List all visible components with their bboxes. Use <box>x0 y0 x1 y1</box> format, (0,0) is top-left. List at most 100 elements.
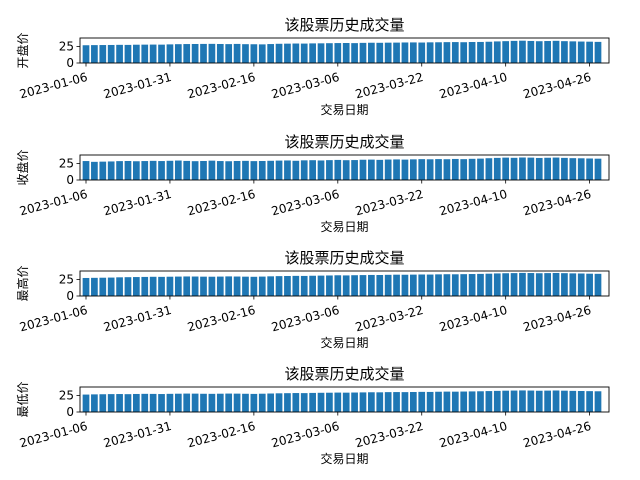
bar <box>82 277 90 296</box>
bar <box>586 391 593 412</box>
bar <box>443 274 451 296</box>
bar <box>225 44 233 63</box>
bar <box>426 42 434 63</box>
bar <box>233 393 241 412</box>
bar <box>326 160 333 180</box>
bar <box>250 393 258 412</box>
bar <box>141 276 149 296</box>
subplot-4: 0 25 2023-01-06 2023-01-31 2023-02-16 2023-03… <box>16 365 610 466</box>
bar <box>166 393 174 412</box>
bar <box>258 44 266 63</box>
bar <box>149 276 157 296</box>
bar <box>586 41 593 63</box>
y-tick-label: 25 <box>59 40 74 54</box>
bar <box>451 42 459 63</box>
axes-frame <box>79 154 610 181</box>
bar <box>426 274 434 296</box>
bar <box>91 45 98 63</box>
bar <box>359 159 367 180</box>
bar <box>141 161 149 180</box>
bar <box>326 392 333 412</box>
x-axis-label: 交易日期 <box>320 335 368 350</box>
bar <box>368 392 375 412</box>
bar <box>233 160 241 180</box>
bar <box>334 275 342 296</box>
bar <box>502 41 510 63</box>
bar <box>460 42 468 63</box>
bar <box>250 276 258 296</box>
bar <box>326 43 333 63</box>
bar <box>527 157 535 180</box>
bar <box>107 394 115 412</box>
bar <box>166 276 174 296</box>
bar <box>233 276 241 296</box>
bar <box>216 393 224 412</box>
bar <box>586 273 593 296</box>
bar <box>292 160 300 180</box>
chart-title: 该股票历史成交量 <box>284 249 404 267</box>
bar <box>99 161 107 180</box>
bar <box>544 390 551 412</box>
bar <box>166 44 174 63</box>
x-tick-label: 2023-03-06 <box>270 70 341 102</box>
bar <box>409 274 417 296</box>
bar <box>426 159 434 180</box>
bar <box>124 44 132 63</box>
bar <box>409 159 417 180</box>
bar <box>158 161 165 180</box>
bar <box>493 390 501 412</box>
bar <box>418 391 426 412</box>
x-tick-label: 2023-01-31 <box>102 303 173 335</box>
bar <box>493 41 501 63</box>
bar <box>384 274 392 296</box>
bar <box>510 390 518 412</box>
y-tick-label: 0 <box>66 173 74 187</box>
bar <box>91 161 98 180</box>
bar <box>82 161 90 180</box>
bar <box>401 274 409 296</box>
bar <box>133 161 140 180</box>
bar <box>418 274 426 296</box>
bar <box>208 276 216 296</box>
bar <box>183 44 191 63</box>
bar <box>426 391 434 412</box>
bar <box>594 158 602 180</box>
bar <box>552 40 560 63</box>
bar <box>468 274 476 296</box>
bar <box>460 391 468 412</box>
y-axis-label: 收盘价 <box>15 149 30 185</box>
bar <box>116 44 123 63</box>
bar <box>208 160 216 180</box>
bar <box>334 43 342 63</box>
x-tick-label: 2023-02-16 <box>186 187 257 219</box>
bar <box>91 394 98 412</box>
y-tick-label: 25 <box>59 157 74 171</box>
bar <box>258 160 266 180</box>
bar <box>594 391 602 412</box>
bar <box>267 44 275 63</box>
bar <box>133 393 140 412</box>
bar <box>342 160 350 180</box>
bar <box>242 276 249 296</box>
bar <box>359 275 367 296</box>
bar <box>443 391 451 412</box>
x-tick-label: 2023-04-26 <box>522 419 593 451</box>
x-tick-label: 2023-03-06 <box>270 187 341 219</box>
bar <box>317 160 325 180</box>
bar <box>275 276 283 296</box>
bar <box>242 393 249 412</box>
bar <box>334 392 342 412</box>
bar <box>577 158 585 180</box>
bar <box>561 41 568 63</box>
bar <box>552 157 560 180</box>
bar <box>309 275 316 296</box>
x-tick-label: 2023-03-22 <box>354 187 425 219</box>
x-tick-label: 2023-04-10 <box>438 70 509 102</box>
bar <box>460 274 468 296</box>
bar <box>200 160 207 180</box>
bar <box>409 392 417 412</box>
bar <box>174 393 182 412</box>
bar <box>468 42 476 63</box>
bar <box>317 275 325 296</box>
y-tick-label: 25 <box>59 389 74 403</box>
